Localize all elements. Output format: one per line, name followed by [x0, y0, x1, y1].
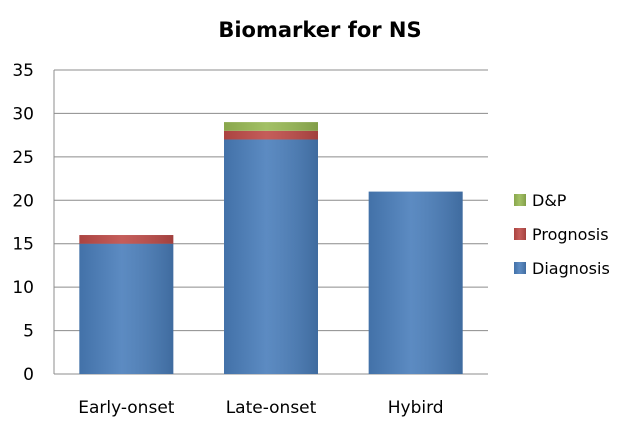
bar-shading: [224, 122, 318, 131]
legend-swatch-shading: [514, 194, 526, 206]
legend-label: Prognosis: [532, 225, 609, 244]
y-tick-label: 5: [23, 322, 34, 342]
legend-swatch-shading: [514, 228, 526, 240]
legend: D&P Prognosis Diagnosis: [514, 191, 610, 278]
bar-segment: [224, 130, 318, 140]
chart-title: Biomarker for NS: [218, 18, 421, 42]
bar-segment: [368, 191, 463, 374]
bar-segment: [79, 243, 174, 374]
y-tick-label: 20: [12, 191, 34, 211]
y-tick-label: 35: [12, 61, 34, 81]
y-tick-label: 10: [12, 278, 34, 298]
y-tick-label: 25: [12, 148, 34, 168]
bar-shading: [224, 130, 318, 140]
x-tick-label: Late-onset: [226, 398, 317, 418]
legend-label: D&P: [532, 191, 567, 210]
legend-label: Diagnosis: [532, 259, 610, 278]
legend-item: D&P: [514, 191, 567, 210]
bar-segment: [224, 122, 318, 131]
bars: [79, 122, 463, 374]
bar-segment: [79, 235, 174, 244]
bar-shading: [368, 191, 463, 374]
legend-swatch-shading: [514, 262, 526, 274]
x-tick-label: Early-onset: [78, 398, 175, 418]
x-tick-label: Hybird: [388, 398, 444, 418]
x-axis-ticks: Early-onset Late-onset Hybird: [78, 398, 443, 418]
y-tick-label: 0: [23, 365, 34, 385]
bar-segment: [224, 139, 318, 374]
bar-shading: [224, 139, 318, 374]
y-tick-label: 30: [12, 104, 34, 124]
y-axis-ticks: 0 5 10 15 20 25 30 35: [12, 61, 34, 385]
bar-shading: [79, 235, 174, 244]
legend-item: Prognosis: [514, 225, 609, 244]
legend-item: Diagnosis: [514, 259, 610, 278]
y-tick-label: 15: [12, 235, 34, 255]
bar-shading: [79, 243, 174, 374]
